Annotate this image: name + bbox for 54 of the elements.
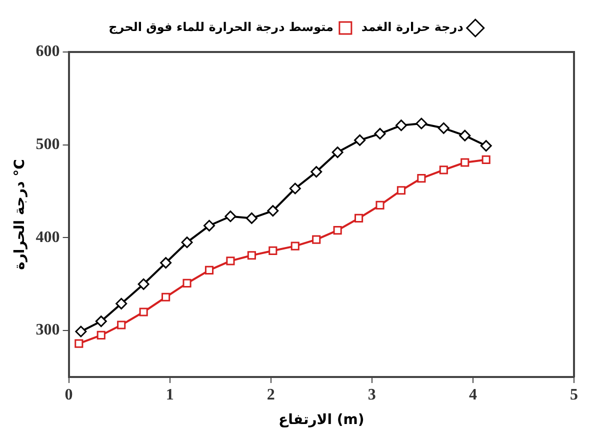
point <box>204 266 214 274</box>
point <box>95 316 107 328</box>
point <box>480 140 492 152</box>
point <box>181 236 193 248</box>
point <box>162 292 170 302</box>
point <box>312 235 321 244</box>
point <box>376 200 384 210</box>
x-tick-label: 5 <box>570 386 578 404</box>
point <box>290 242 300 250</box>
point <box>139 308 148 316</box>
point <box>75 326 87 338</box>
point <box>246 212 258 224</box>
point <box>354 214 364 222</box>
point <box>417 174 426 183</box>
point <box>332 146 344 158</box>
point <box>396 186 406 195</box>
point <box>160 257 172 269</box>
point <box>416 118 428 130</box>
point <box>96 330 106 340</box>
point <box>247 251 256 260</box>
point <box>354 134 366 146</box>
point <box>226 256 235 266</box>
point <box>439 166 448 174</box>
point <box>395 120 407 132</box>
y-tick-label: 300 <box>36 322 60 339</box>
point <box>438 122 450 134</box>
y-tick-label: 400 <box>36 228 60 246</box>
point <box>374 128 386 140</box>
x-tick-label: 0 <box>64 386 73 404</box>
point <box>459 130 471 142</box>
point <box>74 339 84 348</box>
x-tick-label: 3 <box>368 386 376 404</box>
x-tick-label: 2 <box>266 386 275 404</box>
legend-label: درجة حرارة الغمد <box>361 20 464 34</box>
x-tick-label: 1 <box>166 386 174 404</box>
legend-label: متوسط درجة الحرارة للماء فوق الحرج <box>108 20 334 34</box>
point <box>267 205 279 217</box>
point <box>310 166 322 178</box>
x-axis-title: الارتفاع (m) <box>278 412 364 428</box>
point <box>182 278 192 288</box>
y-tick-label: 600 <box>36 43 60 60</box>
y-axis-title: درجة الحرارة °C <box>12 159 28 270</box>
point <box>116 298 128 310</box>
point <box>460 158 470 167</box>
point <box>117 320 126 330</box>
point <box>138 278 150 290</box>
x-tick-label: 4 <box>468 386 477 404</box>
point <box>482 155 490 164</box>
point <box>289 182 301 194</box>
point <box>268 246 278 255</box>
point <box>333 226 342 235</box>
point <box>224 210 236 222</box>
y-tick-label: 500 <box>36 136 60 153</box>
point <box>203 220 215 232</box>
